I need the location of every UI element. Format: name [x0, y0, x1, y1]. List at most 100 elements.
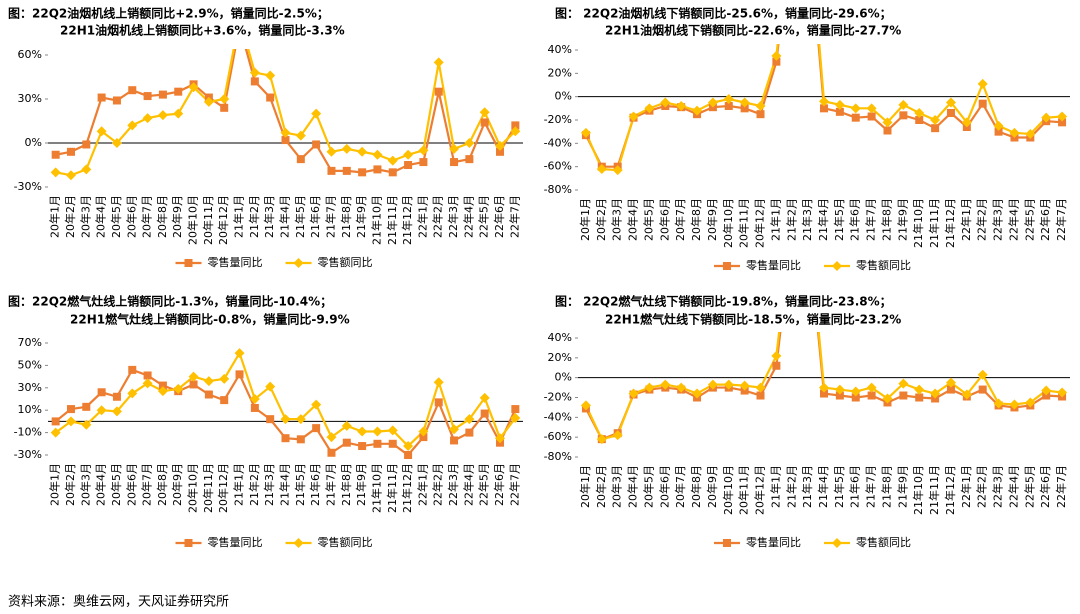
x-tick-label: 20年12月	[216, 463, 230, 513]
x-tick-label: 22年7月	[507, 195, 521, 238]
point	[480, 118, 489, 127]
point	[851, 113, 860, 122]
point	[174, 87, 183, 96]
point	[203, 376, 214, 387]
x-tick-label: 20年3月	[78, 463, 92, 506]
point	[280, 127, 291, 138]
x-tick-label: 21年11月	[385, 195, 399, 245]
x-tick-label: 21年12月	[400, 463, 414, 513]
y-tick-label: -20%	[544, 113, 572, 126]
point	[433, 377, 444, 388]
x-tick-label: 21年7月	[323, 463, 337, 506]
point	[867, 391, 876, 400]
point	[97, 93, 106, 102]
point	[280, 414, 291, 425]
point	[914, 384, 925, 395]
point	[993, 398, 1004, 409]
x-tick-label: 21年3月	[800, 198, 814, 241]
point	[111, 138, 122, 148]
x-tick-label: 20年4月	[626, 465, 640, 508]
point	[866, 103, 877, 114]
point	[628, 388, 639, 399]
point	[189, 380, 198, 389]
x-tick-label: 21年5月	[293, 463, 307, 506]
point	[112, 392, 121, 401]
point	[676, 101, 687, 111]
point	[403, 149, 414, 160]
point	[97, 388, 106, 397]
x-tick-label: 20年6月	[124, 463, 138, 506]
x-tick-label: 21年12月	[400, 195, 414, 245]
point	[433, 57, 444, 68]
point	[265, 381, 276, 392]
point	[756, 391, 765, 400]
legend-label: 零售量同比	[208, 535, 263, 549]
point	[1009, 399, 1020, 410]
point	[50, 427, 61, 438]
point	[250, 77, 259, 86]
x-tick-label: 20年9月	[170, 195, 184, 238]
x-tick-label: 21年4月	[278, 195, 292, 238]
point	[173, 383, 184, 394]
point	[128, 86, 137, 95]
point	[81, 419, 92, 430]
x-tick-label: 20年11月	[737, 465, 751, 515]
point	[82, 140, 91, 149]
point	[111, 406, 122, 417]
point	[479, 392, 490, 403]
point	[723, 94, 734, 104]
point	[819, 382, 829, 393]
point	[994, 127, 1003, 136]
point	[882, 117, 893, 128]
x-tick-label: 20年1月	[578, 198, 592, 241]
point	[296, 155, 305, 164]
point	[866, 382, 877, 393]
legend-swatch	[184, 259, 193, 267]
x-tick-label: 22年5月	[477, 195, 491, 238]
point	[449, 424, 460, 435]
point	[234, 348, 245, 359]
y-tick-label: 0%	[555, 371, 572, 384]
point	[495, 433, 506, 444]
point	[358, 168, 367, 177]
legend-swatch	[723, 539, 731, 547]
point	[739, 380, 750, 391]
point	[580, 400, 591, 411]
point	[357, 146, 368, 157]
y-tick-label: -30%	[14, 448, 42, 461]
point	[867, 112, 876, 121]
legend-swatch	[832, 261, 842, 271]
x-tick-label: 22年3月	[991, 198, 1005, 241]
x-tick-label: 20年8月	[155, 195, 169, 238]
x-tick-label: 20年4月	[94, 463, 108, 506]
point	[692, 105, 703, 116]
point	[418, 145, 429, 156]
x-tick-label: 20年11月	[201, 195, 215, 245]
point	[740, 104, 749, 113]
x-tick-label: 21年1月	[232, 195, 246, 238]
point	[388, 439, 397, 448]
x-tick-label: 21年3月	[262, 195, 276, 238]
x-tick-label: 22年2月	[975, 198, 989, 241]
point	[707, 97, 718, 108]
series-line	[55, 49, 517, 177]
x-tick-label: 21年4月	[816, 198, 830, 241]
y-tick-label: 0%	[555, 90, 572, 103]
point	[771, 50, 782, 61]
x-tick-label: 20年11月	[737, 198, 751, 248]
point	[157, 386, 168, 397]
x-tick-label: 21年4月	[816, 465, 830, 508]
point	[834, 99, 845, 110]
x-tick-label: 21年7月	[864, 198, 878, 241]
x-tick-label: 22年4月	[461, 463, 475, 506]
point	[82, 402, 91, 411]
point	[434, 398, 443, 407]
x-tick-label: 20年3月	[610, 198, 624, 241]
y-tick-label: -80%	[544, 450, 572, 463]
point	[450, 158, 459, 167]
x-tick-label: 21年2月	[247, 463, 261, 506]
point	[510, 413, 521, 424]
point	[296, 435, 305, 444]
point	[739, 97, 750, 108]
